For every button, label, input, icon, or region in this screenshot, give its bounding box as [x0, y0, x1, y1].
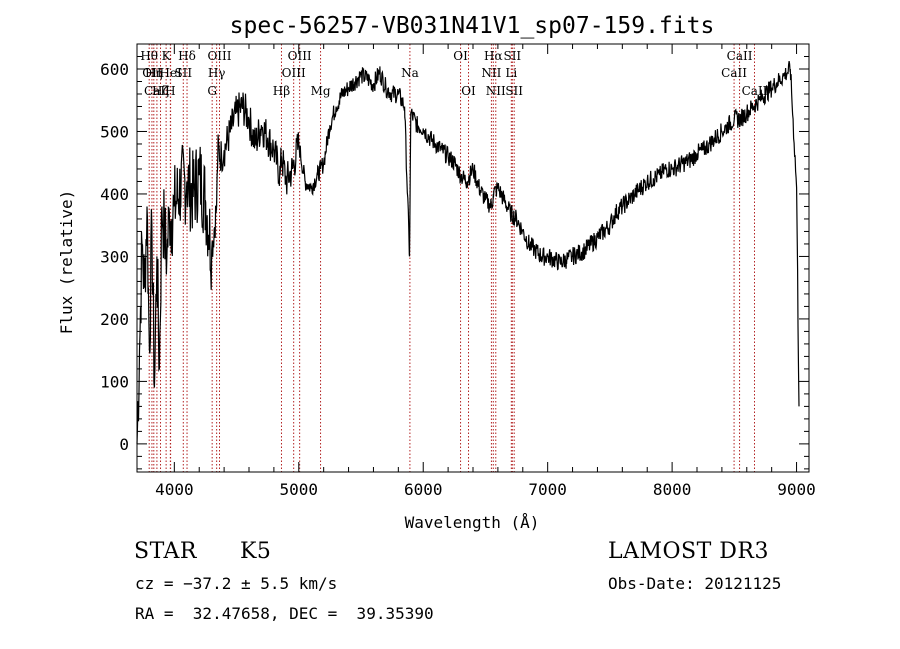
feature-label: OIII [282, 66, 306, 80]
feature-label: NII [486, 84, 506, 98]
feature-label: SII [503, 49, 521, 63]
feature-label: Hθ [140, 49, 158, 63]
feature-label: H [165, 84, 175, 98]
feature-label: Li [505, 66, 517, 80]
x-tick-label: 8000 [653, 480, 692, 499]
feature-label: Hβ [273, 84, 290, 98]
feature-label: Na [401, 66, 419, 80]
y-tick-label: 600 [100, 60, 129, 79]
feature-label: Hζ [152, 84, 169, 98]
feature-label: HeI [159, 66, 182, 80]
y-tick-label: 400 [100, 185, 129, 204]
feature-label: K [162, 49, 172, 63]
x-tick-label: 7000 [528, 480, 567, 499]
feature-label: Mg [311, 84, 331, 98]
obs-date: Obs-Date: 20121125 [608, 574, 782, 593]
y-tick-label: 200 [100, 310, 129, 329]
feature-label: OIII [207, 49, 231, 63]
x-tick-label: 5000 [280, 480, 319, 499]
cz-value: cz = −37.2 ± 5.5 km/s [135, 574, 338, 593]
y-axis-label: Flux (relative) [57, 190, 76, 335]
x-tick-label: 9000 [777, 480, 816, 499]
x-axis-label: Wavelength (Å) [405, 513, 540, 532]
subclass-label: K5 [240, 539, 272, 564]
y-tick-label: 100 [100, 372, 129, 391]
spectrum-line [136, 60, 800, 444]
feature-label: OI [461, 84, 476, 98]
feature-label: OIII [288, 49, 312, 63]
feature-label: Hα [484, 49, 503, 63]
class-label: STAR [134, 539, 197, 564]
survey-label: LAMOST DR3 [608, 539, 769, 564]
x-tick-label: 4000 [155, 480, 194, 499]
y-tick-label: 0 [119, 435, 129, 454]
feature-label: CaII [742, 84, 768, 98]
coordinates: RA = 32.47658, DEC = 39.35390 [135, 604, 434, 623]
feature-label: CaII [721, 66, 747, 80]
feature-label: CaII [727, 49, 753, 63]
feature-label: Hγ [208, 66, 226, 80]
chart-title: spec-56257-VB031N41V1_sp07-159.fits [230, 13, 715, 39]
feature-label: CaII [144, 84, 170, 98]
feature-label: Hη [145, 66, 163, 80]
feature-label: Hδ [178, 49, 196, 63]
y-tick-label: 300 [100, 247, 129, 266]
feature-label: SII [174, 66, 192, 80]
y-tick-label: 500 [100, 122, 129, 141]
feature-label: OII [142, 66, 162, 80]
feature-label: SII [505, 84, 523, 98]
feature-label: NII [481, 66, 501, 80]
feature-label: G [207, 84, 217, 98]
x-tick-label: 6000 [404, 480, 443, 499]
feature-label: OI [453, 49, 468, 63]
